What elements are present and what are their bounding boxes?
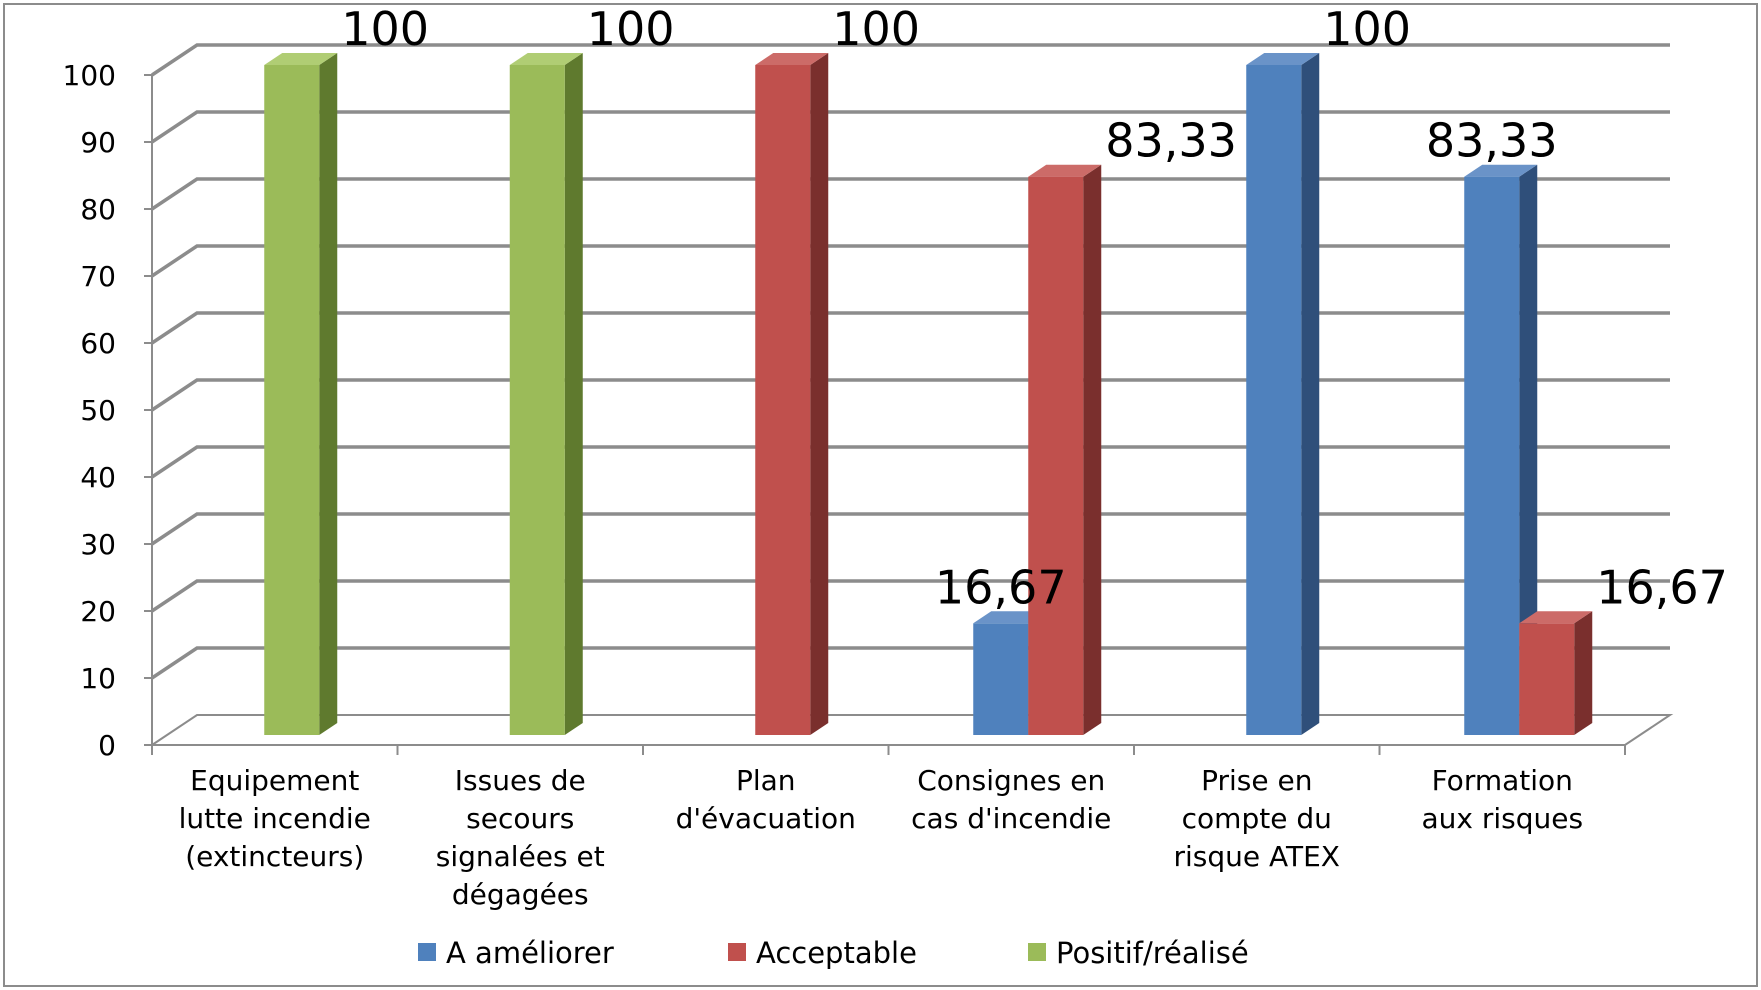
data-label: 100 — [587, 2, 675, 56]
data-label: 83,33 — [1105, 114, 1237, 168]
gridline — [151, 445, 1670, 479]
bar-top — [1246, 53, 1320, 65]
y-tick-label: 60 — [80, 327, 116, 360]
y-tick-label: 30 — [80, 528, 116, 561]
gridline — [151, 512, 1670, 546]
bar — [509, 53, 583, 735]
bar-front — [973, 623, 1029, 735]
grid — [148, 43, 1674, 746]
data-labels: 100 100 100 16,67 83,33 100 83,33 16,67 — [341, 2, 1728, 614]
bar-side — [564, 53, 583, 735]
bar-top — [264, 53, 338, 65]
axes: 0 10 20 30 40 50 60 70 80 90 100 — [63, 59, 1626, 762]
bar — [1519, 611, 1593, 735]
bar-side — [1301, 53, 1320, 735]
data-label: 100 — [832, 2, 920, 56]
bar-top — [509, 53, 583, 65]
gridline — [151, 579, 1670, 613]
bar-side — [1083, 164, 1102, 736]
data-label: 100 — [1323, 2, 1411, 56]
x-category-label: Plan d'évacuation — [676, 764, 856, 835]
data-label: 16,67 — [935, 560, 1067, 614]
bar — [1028, 164, 1102, 736]
x-category-label: Consignes en cas d'incendie — [911, 764, 1111, 835]
bar-side — [319, 53, 338, 735]
bar-front — [755, 65, 811, 735]
bar-side — [810, 53, 829, 735]
y-tick-label: 40 — [80, 461, 116, 494]
y-tick-label: 80 — [80, 193, 116, 226]
bars — [264, 53, 1593, 736]
bar-front — [1246, 65, 1302, 735]
gridline — [151, 378, 1670, 412]
y-tick-label: 0 — [98, 729, 116, 762]
y-tick-label: 10 — [80, 662, 116, 695]
bar-top — [1464, 164, 1538, 177]
x-category-label: Issues de secours signalées et dégagées — [436, 764, 605, 911]
bar-front — [1464, 176, 1520, 736]
category-labels: Equipement lutte incendie (extincteurs) Iss… — [179, 764, 1583, 911]
legend-item: A améliorer — [418, 936, 614, 970]
gridline — [151, 244, 1670, 278]
legend-swatch — [728, 943, 746, 961]
bar-front — [1028, 176, 1084, 736]
y-tick-label: 90 — [80, 126, 116, 159]
x-category-label: Formation aux risques — [1421, 764, 1583, 835]
bar — [1246, 53, 1320, 735]
data-label: 83,33 — [1426, 114, 1558, 168]
legend-label: Acceptable — [756, 936, 917, 970]
y-tick-label: 20 — [80, 595, 116, 628]
data-label: 16,67 — [1596, 560, 1728, 614]
y-tick-label: 70 — [80, 260, 116, 293]
bar-side — [1574, 611, 1593, 735]
bar-top — [1519, 611, 1593, 624]
bar — [264, 53, 338, 735]
y-tick-label: 100 — [63, 59, 116, 92]
legend-swatch — [418, 943, 436, 961]
legend-label: Positif/réalisé — [1056, 936, 1249, 970]
legend-item: Acceptable — [728, 936, 917, 970]
bar-front — [264, 65, 320, 735]
gridline — [151, 311, 1670, 345]
bar-front — [509, 65, 565, 735]
gridline — [151, 646, 1670, 680]
y-tick-label: 50 — [80, 394, 116, 427]
legend-item: Positif/réalisé — [1028, 936, 1249, 970]
bar-top — [1028, 164, 1102, 177]
gridline — [151, 110, 1670, 144]
floor — [148, 714, 1674, 746]
x-category-label: Equipement lutte incendie (extincteurs) — [179, 764, 371, 873]
gridline — [151, 43, 1670, 77]
bar-top — [973, 611, 1047, 624]
data-label: 100 — [341, 2, 429, 56]
legend-swatch — [1028, 943, 1046, 961]
bar-front — [1519, 623, 1575, 735]
legend: A améliorer Acceptable Positif/réalisé — [418, 936, 1249, 970]
bar — [1464, 164, 1538, 736]
x-category-label: Prise en compte du risque ATEX — [1174, 764, 1340, 873]
bar — [755, 53, 829, 735]
legend-label: A améliorer — [446, 936, 614, 970]
bar-top — [755, 53, 829, 65]
gridline — [151, 177, 1670, 211]
bar-side — [1519, 164, 1538, 736]
